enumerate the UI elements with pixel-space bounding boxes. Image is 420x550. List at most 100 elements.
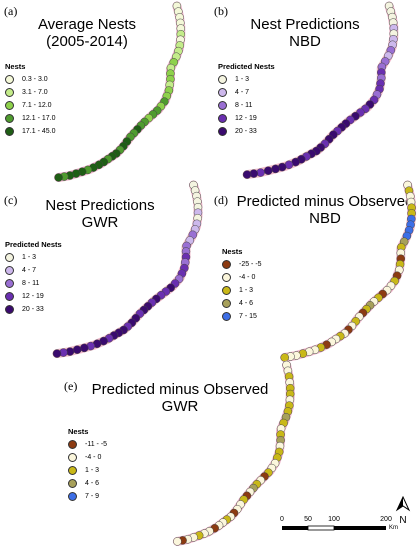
legend-label: 4 - 7 (235, 89, 250, 96)
legend-swatch (5, 75, 14, 84)
panel-label: (b) (214, 4, 228, 18)
north-label: N (399, 515, 406, 526)
legend-swatch (5, 101, 14, 110)
legend-label: 3.1 - 7.0 (22, 89, 48, 96)
legend-swatch (5, 114, 14, 123)
legend-item: 1 - 3 (222, 284, 262, 297)
scale-tick-3: 200 (380, 516, 392, 523)
panel-b: (b) Nest Predictions NBD Predicted Nests… (210, 0, 420, 185)
legend-title: Predicted Nests (218, 62, 275, 71)
scale-segment (334, 526, 386, 530)
legend-title: Nests (5, 62, 26, 71)
map (280, 180, 417, 362)
legend-item: 1 - 3 (68, 464, 107, 477)
panel-title-line-1: Predicted minus Observed (91, 381, 269, 398)
legend-item: 7 - 9 (68, 490, 107, 503)
panel-title-line-1: Average Nests (37, 16, 137, 33)
legend-item: 1 - 3 (218, 73, 275, 86)
scale-tick-0: 0 (280, 516, 284, 523)
panel-c: (c) Nest Predictions GWR Predicted Nests… (0, 180, 210, 365)
legend-label: -4 - 0 (85, 454, 102, 461)
legend-label: 1 - 3 (239, 287, 254, 294)
legend-swatch (5, 279, 14, 288)
panel-title-line-1: Nest Predictions (45, 197, 155, 214)
legend-item: 4 - 6 (68, 477, 107, 490)
legend-swatch (222, 312, 231, 321)
legend-swatch (5, 88, 14, 97)
legend-label: -11 - -5 (85, 441, 108, 448)
legend-swatch (218, 101, 227, 110)
map (242, 1, 399, 180)
legend-item: 8 - 11 (218, 99, 275, 112)
legend-item: -4 - 0 (68, 451, 107, 464)
legend-item: 4 - 6 (222, 297, 262, 310)
legend-item: 20 - 33 (5, 303, 62, 316)
panel-title: Average Nests (2005-2014) (22, 16, 152, 50)
legend-item: 20 - 33 (218, 125, 275, 138)
legend-label: 1 - 3 (235, 76, 250, 83)
legend-label: 8 - 11 (235, 102, 253, 109)
legend-swatch (222, 286, 231, 295)
panel-a: (a) Average Nests (2005-2014) Nests 0.3 -… (0, 0, 210, 185)
legend: Predicted Nests 1 - 3 4 - 7 8 - 11 12 - 19 20… (5, 240, 62, 316)
legend-label: 12.1 - 17.0 (22, 115, 56, 122)
legend-item: -11 - -5 (68, 438, 107, 451)
legend-swatch (5, 305, 14, 314)
legend-label: 4 - 7 (22, 267, 37, 274)
scale-unit: Km (389, 525, 398, 531)
nest-site-point (263, 166, 273, 175)
legend-item: 12 - 19 (5, 290, 62, 303)
north-arrow-icon: N (395, 496, 411, 526)
legend: Nests -11 - -5 -4 - 0 1 - 3 4 - 6 7 - 9 (68, 427, 107, 503)
legend-label: -4 - 0 (239, 274, 256, 281)
legend-item: 12 - 19 (218, 112, 275, 125)
nest-site-point (280, 353, 289, 362)
legend-title: Nests (68, 427, 89, 436)
scale-tick-2: 100 (328, 516, 340, 523)
legend-label: 7.1 - 12.0 (22, 102, 52, 109)
legend-swatch (68, 453, 77, 462)
panel-title-line-2: GWR (161, 398, 199, 415)
legend-label: 7 - 9 (85, 493, 100, 500)
legend-label: 1 - 3 (85, 467, 100, 474)
scale-bar: 0 50 100 200 Km (280, 516, 398, 531)
legend: Predicted Nests 1 - 3 4 - 7 8 - 11 12 - 19 20… (218, 62, 275, 138)
nest-site-point (80, 343, 89, 353)
legend: Nests 0.3 - 3.0 3.1 - 7.0 7.1 - 12.0 12.1 - … (5, 62, 55, 138)
nest-site-point (72, 345, 82, 354)
nest-site-point (271, 164, 280, 174)
panel-title-line-2: GWR (81, 214, 119, 231)
legend-swatch (218, 75, 227, 84)
nest-site-point (242, 170, 252, 179)
legend-label: -25 - -5 (239, 261, 262, 268)
legend-label: 1 - 3 (22, 254, 37, 261)
map (172, 360, 295, 546)
legend-swatch (68, 466, 77, 475)
legend-swatch (222, 273, 231, 282)
legend-label: 0.3 - 3.0 (22, 76, 48, 83)
legend-swatch (218, 127, 227, 136)
legend-item: 7 - 15 (222, 310, 262, 323)
panel-title-line-2: NBD (289, 33, 321, 50)
panel-title-line-1: Nest Predictions (250, 16, 360, 33)
legend-item: 0.3 - 3.0 (5, 73, 55, 86)
legend-swatch (68, 440, 77, 449)
panel-label: (d) (214, 193, 228, 207)
panel-title: Predicted minus Observed NBD (230, 193, 420, 227)
legend-label: 12 - 19 (235, 115, 257, 122)
panel-label: (c) (4, 193, 18, 207)
legend: Nests -25 - -5 -4 - 0 1 - 3 4 - 6 7 - 15 (222, 247, 262, 323)
legend-swatch (5, 292, 14, 301)
legend-swatch (68, 479, 77, 488)
panel-d: (d) Predicted minus Observed NBD Nests -2… (210, 180, 420, 365)
legend-swatch (5, 266, 14, 275)
panel-title: Nest Predictions NBD (240, 16, 370, 50)
legend-label: 20 - 33 (22, 306, 44, 313)
legend-swatch (218, 114, 227, 123)
scale-tick-1: 50 (304, 516, 312, 523)
legend-label: 4 - 6 (239, 300, 254, 307)
map (54, 1, 186, 182)
scale-segment (307, 525, 335, 531)
nest-site-point (54, 173, 63, 182)
legend-label: 12 - 19 (22, 293, 44, 300)
